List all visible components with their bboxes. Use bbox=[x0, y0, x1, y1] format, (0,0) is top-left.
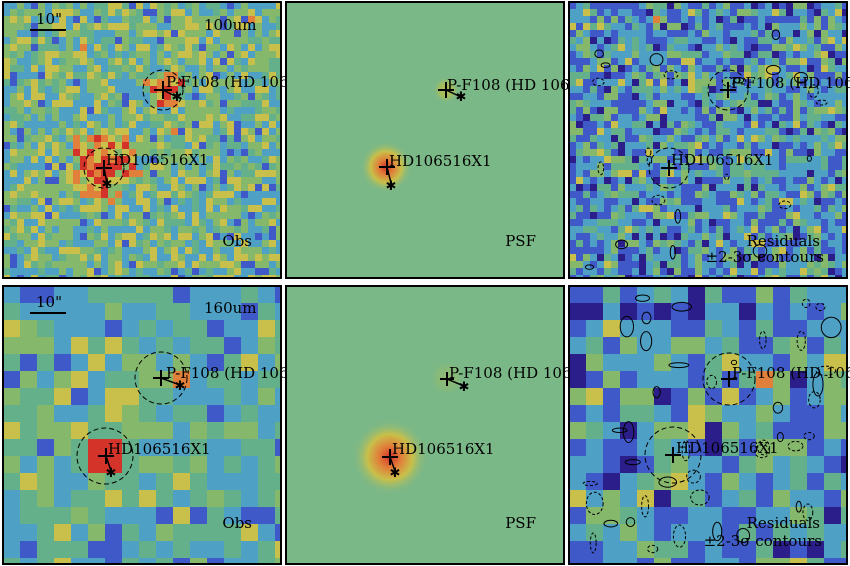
aperture-circle bbox=[134, 351, 188, 405]
svg-text:✱: ✱ bbox=[456, 90, 467, 105]
panel-caption: Obs bbox=[222, 514, 252, 532]
band-label: 100um bbox=[204, 16, 257, 34]
svg-text:✱: ✱ bbox=[175, 379, 186, 394]
aperture-circle bbox=[76, 427, 134, 485]
source-marker: ✱ bbox=[154, 81, 183, 105]
panel-frame bbox=[568, 1, 848, 279]
source-marker: ✱ bbox=[153, 370, 186, 394]
panel-caption: PSF bbox=[505, 232, 536, 250]
source-marker: ✱ bbox=[438, 82, 467, 105]
svg-text:✱: ✱ bbox=[172, 90, 183, 105]
scale-bar-label: 10" bbox=[36, 10, 62, 28]
obs-map-100um bbox=[3, 2, 281, 278]
panel-psf-160um: ✱ ✱ P-F108 (HD 106 HD106516X1 PSF bbox=[285, 285, 572, 565]
panel-frame bbox=[2, 1, 282, 279]
source-label-hd106516x1: HD106516X1 bbox=[108, 440, 211, 458]
scale-bar-label: 10" bbox=[36, 293, 62, 311]
panel-caption: ±2-3σ contours bbox=[706, 248, 824, 266]
aperture-circle bbox=[83, 147, 125, 189]
source-marker: ✱ bbox=[382, 449, 401, 481]
source-label-hd106516x1: HD106516X1 bbox=[392, 440, 495, 458]
aperture-circle bbox=[702, 352, 756, 406]
band-label: 160um bbox=[204, 299, 257, 317]
source-marker bbox=[661, 82, 736, 176]
panel-obs-100um: 10" 100um ✱ ✱ P-F108 (HD 106 HD106516X1 … bbox=[2, 1, 289, 279]
source-marker: ✱ bbox=[98, 448, 117, 481]
source-label-pf108: P-F108 (HD 106 bbox=[166, 73, 289, 91]
panel-caption: PSF bbox=[505, 514, 536, 532]
aperture-circle bbox=[707, 69, 749, 111]
source-label-hd106516x1: HD106516X1 bbox=[671, 151, 774, 169]
panel-psf-100um: ✱ ✱ P-F108 (HD 106 HD106516X1 PSF bbox=[285, 1, 570, 279]
aperture-circle bbox=[142, 69, 184, 111]
source-label-pf108: P-F108 (HD 106 bbox=[447, 76, 570, 94]
panel-frame bbox=[285, 1, 565, 279]
panel-residual-100um: P-F108 (HD 106 HD106516X1 Residuals ±2-3… bbox=[568, 1, 850, 279]
source-marker: ✱ bbox=[440, 372, 470, 395]
obs-map-160um bbox=[3, 286, 281, 564]
source-label-pf108: P-F108 (HD 106 bbox=[731, 74, 850, 92]
panel-caption: Residuals bbox=[747, 232, 820, 250]
source-marker bbox=[665, 371, 737, 463]
psf-background bbox=[286, 2, 564, 278]
panel-frame bbox=[568, 285, 848, 565]
svg-text:✱: ✱ bbox=[102, 177, 113, 192]
svg-text:✱: ✱ bbox=[390, 466, 401, 481]
panel-residual-160um: P-F108 (HD 106 HD106516X1 Residuals ±2-3… bbox=[568, 285, 850, 565]
source-marker: ✱ bbox=[96, 160, 113, 192]
aperture-circle bbox=[644, 426, 702, 484]
panel-caption: ±2-3σ contours bbox=[704, 532, 822, 550]
source-label-pf108: P-F108 (HD 106 bbox=[166, 364, 289, 382]
panel-caption: Residuals bbox=[747, 514, 820, 532]
psf-background bbox=[286, 286, 564, 564]
aperture-circle bbox=[648, 147, 690, 189]
source-label-pf108: P-F108 (HD 106 bbox=[732, 364, 850, 382]
svg-text:✱: ✱ bbox=[459, 380, 470, 395]
svg-text:✱: ✱ bbox=[106, 466, 117, 481]
source-label-hd106516x1: HD106516X1 bbox=[106, 151, 209, 169]
panel-frame bbox=[2, 285, 282, 565]
source-marker: ✱ bbox=[379, 159, 397, 194]
residual-map-100um bbox=[569, 2, 847, 278]
source-label-pf108: P-F108 (HD 106 bbox=[449, 364, 572, 382]
source-label-hd106516x1: HD106516X1 bbox=[676, 439, 779, 457]
panel-frame bbox=[285, 285, 565, 565]
panel-obs-160um: 10" 160um ✱ ✱ P-F108 (HD 106 HD106516X1 … bbox=[2, 285, 289, 565]
svg-text:✱: ✱ bbox=[386, 179, 397, 194]
panel-caption: Obs bbox=[222, 232, 252, 250]
residual-map-160um bbox=[569, 286, 847, 564]
source-label-hd106516x1: HD106516X1 bbox=[389, 152, 492, 170]
